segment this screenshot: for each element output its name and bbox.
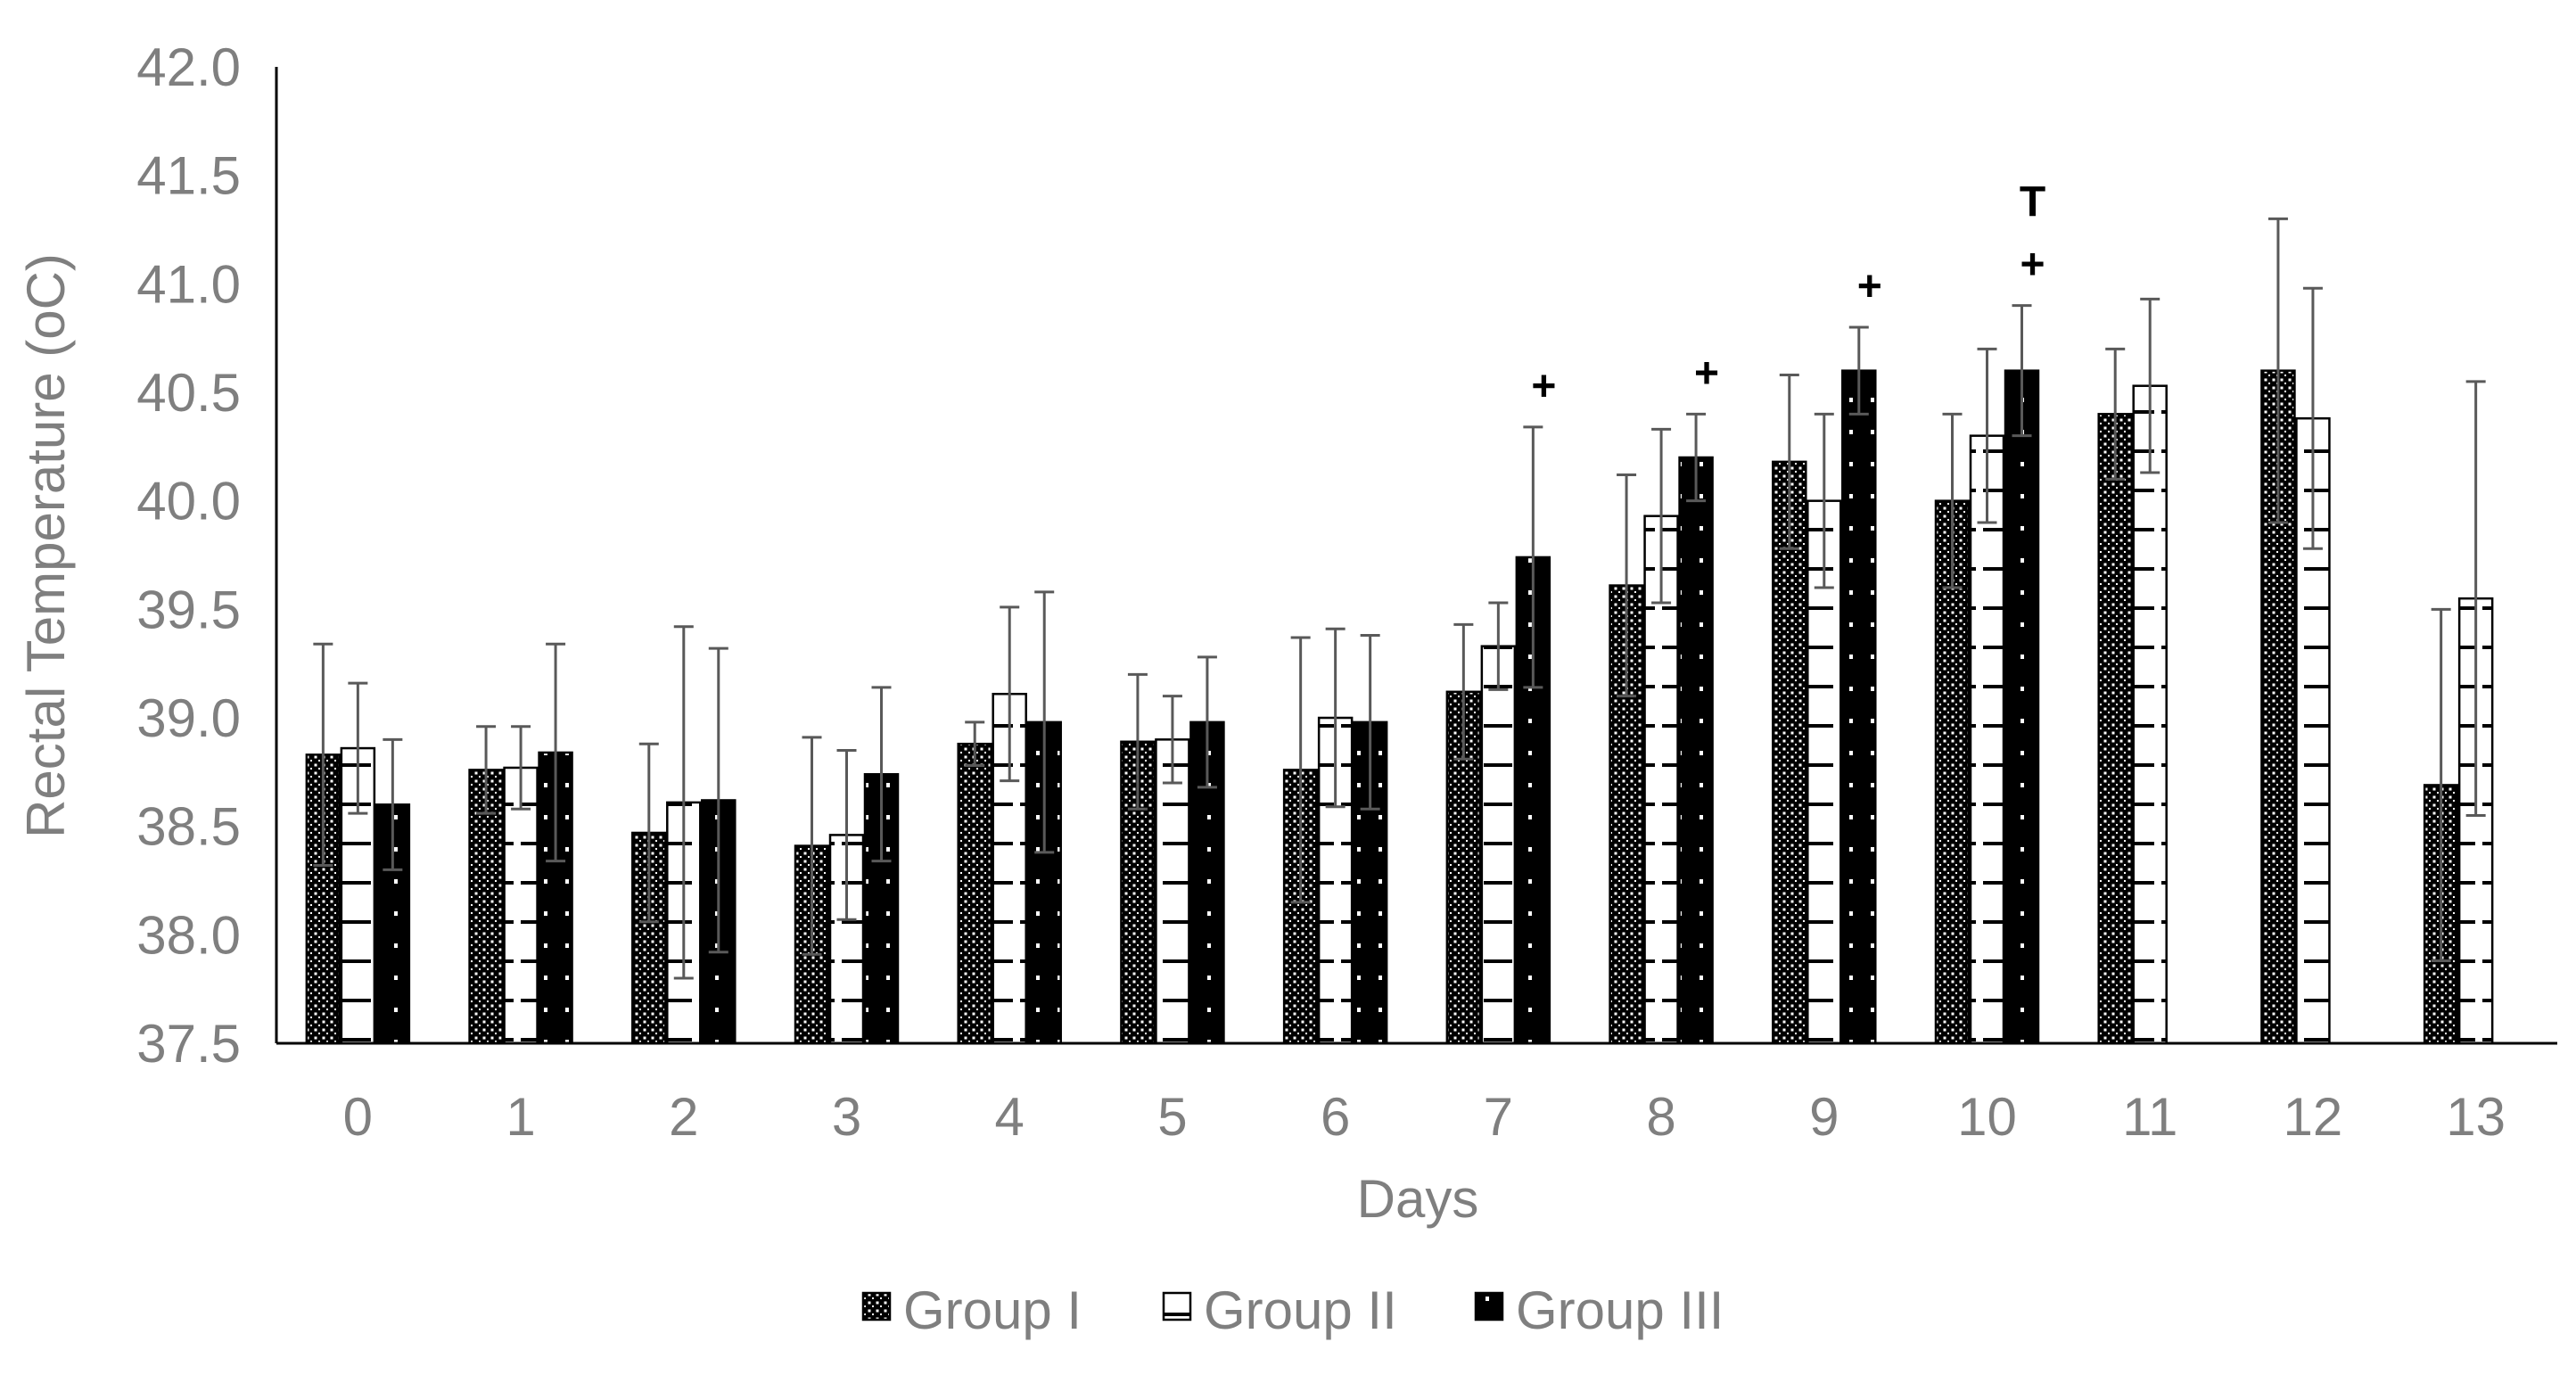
x-tick-label: 10 (1957, 1087, 2017, 1147)
y-axis-title-unit: oC (16, 271, 76, 340)
annotations: + + + + T (1531, 179, 2045, 410)
significance-marker: + (1531, 363, 1556, 410)
bar-group-iii-day-10 (2004, 369, 2040, 1045)
y-tick-label: 37.5 (136, 1014, 241, 1074)
significance-marker: + (1694, 350, 1719, 397)
x-tick-label: 13 (2446, 1087, 2506, 1147)
bar-group-ii-day-4 (992, 692, 1027, 1045)
y-tick-label: 39.5 (136, 580, 241, 639)
y-tick-label: 40.5 (136, 363, 241, 423)
x-axis-ticks: 0 1 2 3 4 5 6 7 8 9 10 11 12 13 (343, 1087, 2506, 1147)
y-tick-label: 41.0 (136, 254, 241, 314)
bar-group-iii-day-9 (1841, 369, 1877, 1045)
bar-group-i-day-11 (2097, 413, 2133, 1045)
bar-group-iii-day-8 (1678, 456, 1714, 1045)
y-axis-ticks: 37.5 38.0 38.5 39.0 39.5 40.0 40.5 41.0 41.5 42.0 (136, 37, 241, 1074)
x-axis-title: Days (1357, 1169, 1479, 1229)
legend-label-group-i: Group I (903, 1280, 1082, 1340)
error-bars (313, 217, 2486, 980)
legend-swatch-group-ii (1162, 1291, 1192, 1321)
legend-label-group-iii: Group III (1516, 1280, 1724, 1340)
x-tick-label: 8 (1646, 1087, 1675, 1147)
legend-label-group-ii: Group II (1204, 1280, 1397, 1340)
legend-swatch-group-i (861, 1291, 892, 1321)
bar-group-ii-day-7 (1480, 645, 1517, 1045)
x-tick-label: 11 (2122, 1087, 2177, 1147)
bars (305, 369, 2494, 1045)
x-tick-label: 5 (1157, 1087, 1187, 1147)
significance-marker: + (1857, 263, 1882, 310)
y-axis-title-suffix: ) (16, 253, 76, 271)
bar-group-i-day-4 (957, 742, 992, 1045)
y-tick-label: 38.5 (136, 797, 241, 857)
x-tick-label: 2 (669, 1087, 698, 1147)
y-tick-label: 38.0 (136, 905, 241, 965)
significance-marker: + (2020, 242, 2045, 289)
y-axis-title-prefix: Rectal Temperature ( (16, 340, 76, 838)
bar-group-ii-day-11 (2132, 384, 2168, 1045)
x-tick-label: 6 (1321, 1087, 1350, 1147)
x-tick-label: 7 (1484, 1087, 1513, 1147)
x-tick-label: 9 (1809, 1087, 1839, 1147)
x-tick-label: 12 (2284, 1087, 2343, 1147)
legend-swatch-group-iii (1474, 1291, 1504, 1321)
x-tick-label: 1 (506, 1087, 535, 1147)
x-tick-label: 0 (343, 1087, 373, 1147)
bar-group-i-day-10 (1934, 499, 1971, 1045)
x-tick-label: 4 (995, 1087, 1025, 1147)
legend: Group I Group II Group III (861, 1280, 1724, 1340)
bar-group-ii-day-10 (1969, 434, 2005, 1045)
y-axis-title: Rectal Temperature (oC) (16, 253, 76, 838)
x-tick-label: 3 (832, 1087, 861, 1147)
bar-group-ii-day-5 (1155, 738, 1190, 1045)
y-tick-label: 39.0 (136, 688, 241, 748)
y-tick-label: 41.5 (136, 146, 241, 206)
significance-marker: T (2020, 179, 2045, 226)
bar-group-ii-day-9 (1806, 499, 1842, 1045)
y-tick-label: 42.0 (136, 37, 241, 97)
y-tick-label: 40.0 (136, 472, 241, 531)
